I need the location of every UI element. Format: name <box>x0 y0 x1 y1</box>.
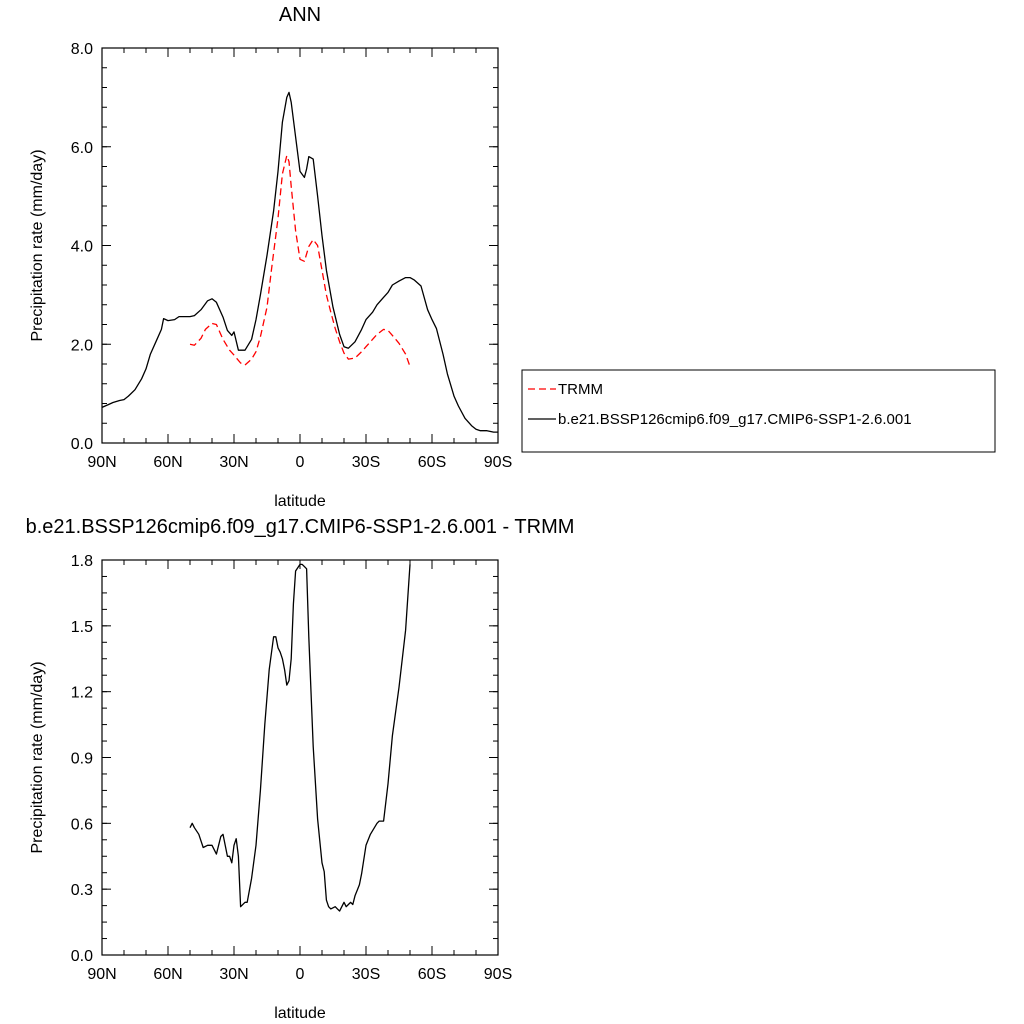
chart-1-x-tick-label: 30N <box>219 454 248 471</box>
chart-1-y-tick-label: 6.0 <box>71 140 93 157</box>
legend-box <box>521 369 996 453</box>
chart-1-x-tick-label: 0 <box>296 454 305 471</box>
chart-2-y-tick-label: 1.2 <box>71 685 93 702</box>
chart-1-plot-frame <box>101 47 499 444</box>
chart-1-y-tick-label: 4.0 <box>71 239 93 256</box>
chart-1-x-tick-label: 60N <box>153 454 182 471</box>
chart-1-x-tick-label: 90S <box>484 454 512 471</box>
chart-1-x-axis-label: latitude <box>274 493 326 510</box>
chart-2-x-axis-label: latitude <box>274 1005 326 1022</box>
chart-2-x-tick-label: 90S <box>484 966 512 983</box>
chart-1-series-1-line <box>189 154 411 367</box>
chart-1-y-tick-label: 2.0 <box>71 337 93 354</box>
chart-2-x-tick-label: 30S <box>352 966 380 983</box>
chart-1-x-tick-label: 30S <box>352 454 380 471</box>
chart-2-y-tick-label: 1.5 <box>71 619 93 636</box>
chart-1-y-axis-label: Precipitation rate (mm/day) <box>29 149 46 341</box>
chart-2-x-tick-label: 60N <box>153 966 182 983</box>
legend-label-1: TRMM <box>558 381 603 398</box>
legend-label-2: b.e21.BSSP126cmip6.f09_g17.CMIP6-SSP1-2.… <box>558 411 912 428</box>
chart-2-y-tick-label: 0.9 <box>71 751 93 768</box>
chart-2-y-tick-label: 1.8 <box>71 553 93 570</box>
chart-1-x-tick-label: 60S <box>418 454 446 471</box>
chart-2-y-tick-label: 0.3 <box>71 882 93 899</box>
chart-2-title: b.e21.BSSP126cmip6.f09_g17.CMIP6-SSP1-2.… <box>26 516 575 538</box>
chart-2-x-tick-label: 0 <box>296 966 305 983</box>
chart-2-y-axis-label: Precipitation rate (mm/day) <box>29 661 46 853</box>
chart-2-x-tick-label: 60S <box>418 966 446 983</box>
chart-1-series-2-line <box>101 91 498 433</box>
chart-2-y-tick-label: 0.0 <box>71 948 93 965</box>
chart-1-y-tick-label: 8.0 <box>71 41 93 58</box>
chart-1-y-tick-label: 0.0 <box>71 436 93 453</box>
chart-2-plot-frame <box>101 559 499 956</box>
chart-1-title: ANN <box>279 4 321 26</box>
chart-2-x-tick-label: 30N <box>219 966 248 983</box>
chart-2-series-1-line <box>189 563 411 912</box>
chart-1-x-tick-label: 90N <box>87 454 116 471</box>
chart-2-x-tick-label: 90N <box>87 966 116 983</box>
chart-2-y-tick-label: 0.6 <box>71 816 93 833</box>
